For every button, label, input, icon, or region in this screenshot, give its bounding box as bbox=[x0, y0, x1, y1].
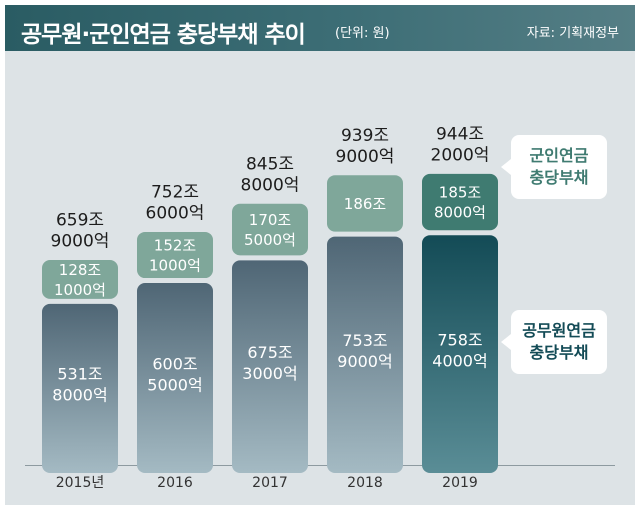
bar-civil-0 bbox=[42, 303, 118, 473]
label-total-3-line: 9000억 bbox=[336, 147, 395, 167]
legend-label-line: 충당부채 bbox=[530, 343, 589, 362]
label-military-4-line: 8000억 bbox=[434, 203, 486, 221]
x-tick-label-2: 2017 bbox=[252, 475, 288, 491]
x-tick-label-0: 2015년 bbox=[56, 475, 105, 491]
label-civil-2-line: 675조 bbox=[247, 343, 292, 362]
label-total-1-line: 6000억 bbox=[146, 204, 205, 224]
label-civil-0: 531조 8000억 bbox=[52, 365, 107, 405]
label-civil-1: 600조 5000억 bbox=[147, 354, 202, 394]
legend-label-line: 공무원연금 bbox=[522, 321, 596, 340]
bar-military-4 bbox=[422, 173, 498, 231]
legend-box-0 bbox=[511, 135, 607, 199]
label-military-2: 170조 5000억 bbox=[244, 211, 296, 249]
label-civil-2-line: 3000억 bbox=[242, 364, 297, 383]
label-total-4-line: 2000억 bbox=[431, 146, 490, 166]
bar-civil-2 bbox=[232, 260, 308, 473]
label-military-1-line: 1000억 bbox=[149, 256, 201, 274]
legend-box-1 bbox=[511, 310, 607, 374]
label-military-0: 128조 1000억 bbox=[54, 261, 106, 299]
label-total-3: 939조 9000억 bbox=[336, 126, 395, 167]
bar-military-0 bbox=[42, 260, 118, 299]
label-civil-4-line: 4000억 bbox=[432, 351, 487, 370]
legend-pointer-1 bbox=[501, 334, 511, 350]
bar-military-3 bbox=[327, 175, 403, 232]
label-military-0-line: 1000억 bbox=[54, 281, 106, 299]
label-military-4: 185조 8000억 bbox=[434, 183, 486, 221]
label-military-3-line: 186조 bbox=[344, 195, 387, 213]
x-tick-label-3: 2018 bbox=[347, 475, 383, 491]
chart-header: 공무원·군인연금 충당부채 추이 (단위: 원) 자료: 기획재정부 bbox=[5, 5, 635, 51]
label-civil-3-line: 9000억 bbox=[337, 352, 392, 371]
bar-civil-3 bbox=[327, 236, 403, 473]
label-total-4-line: 944조 bbox=[436, 125, 484, 145]
label-civil-0-line: 8000억 bbox=[52, 386, 107, 405]
legend-label-line: 충당부채 bbox=[530, 168, 589, 187]
label-civil-1-line: 600조 bbox=[152, 354, 197, 373]
label-total-1: 752조 6000억 bbox=[146, 183, 205, 224]
source-note: 자료: 기획재정부 bbox=[526, 26, 619, 41]
label-military-2-line: 170조 bbox=[249, 211, 292, 229]
label-total-2-line: 8000억 bbox=[241, 175, 300, 195]
bar-civil-4 bbox=[422, 235, 498, 473]
legend-label-line: 군인연금 bbox=[530, 146, 589, 165]
label-civil-2: 675조 3000억 bbox=[242, 343, 297, 383]
label-military-2-line: 5000억 bbox=[244, 231, 296, 249]
bar-civil-1 bbox=[137, 283, 213, 473]
label-total-2-line: 845조 bbox=[246, 154, 294, 174]
label-military-3: 186조 bbox=[344, 195, 387, 213]
chart-frame: 공무원·군인연금 충당부채 추이 (단위: 원) 자료: 기획재정부 531조 8… bbox=[5, 5, 635, 505]
label-total-4: 944조 2000억 bbox=[431, 125, 490, 166]
label-civil-3-line: 753조 bbox=[342, 331, 387, 350]
bar-military-1 bbox=[137, 231, 213, 279]
x-tick-label-4: 2019 bbox=[442, 475, 478, 491]
label-military-1-line: 152조 bbox=[154, 236, 197, 254]
x-tick-label-1: 2016 bbox=[157, 475, 193, 491]
label-civil-4: 758조 4000억 bbox=[432, 330, 487, 370]
label-total-0-line: 659조 bbox=[56, 211, 104, 231]
label-civil-4-line: 758조 bbox=[437, 330, 482, 349]
label-total-2: 845조 8000억 bbox=[241, 154, 300, 195]
label-total-3-line: 939조 bbox=[341, 126, 389, 146]
label-total-0: 659조 9000억 bbox=[51, 211, 110, 252]
label-civil-1-line: 5000억 bbox=[147, 375, 202, 394]
label-total-1-line: 752조 bbox=[151, 183, 199, 203]
bar-military-2 bbox=[232, 203, 308, 256]
label-military-4-line: 185조 bbox=[439, 183, 482, 201]
label-military-1: 152조 1000억 bbox=[149, 236, 201, 274]
label-civil-3: 753조 9000억 bbox=[337, 331, 392, 371]
chart-title: 공무원·군인연금 충당부채 추이 bbox=[21, 22, 306, 48]
label-total-0-line: 9000억 bbox=[51, 232, 110, 252]
unit-note: (단위: 원) bbox=[335, 26, 390, 41]
label-civil-0-line: 531조 bbox=[57, 365, 102, 384]
legend-pointer-0 bbox=[501, 159, 511, 175]
label-military-0-line: 128조 bbox=[59, 261, 102, 279]
